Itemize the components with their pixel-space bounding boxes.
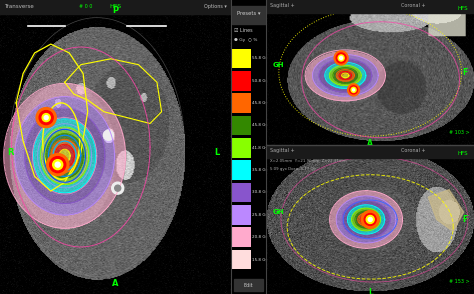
Text: 30.8 Gy: 30.8 Gy xyxy=(252,191,268,195)
Circle shape xyxy=(103,130,113,140)
Circle shape xyxy=(334,51,348,65)
Bar xyxy=(232,227,251,247)
Text: 25.8 Gy: 25.8 Gy xyxy=(252,213,268,217)
Bar xyxy=(266,0,474,13)
Bar xyxy=(266,145,474,158)
Text: Edit: Edit xyxy=(244,283,254,288)
Bar xyxy=(232,183,251,202)
Bar xyxy=(232,49,251,68)
Text: A: A xyxy=(367,139,373,148)
Bar xyxy=(231,6,265,24)
Text: HFS: HFS xyxy=(109,4,121,9)
Bar xyxy=(0,0,231,14)
Circle shape xyxy=(350,86,357,94)
Text: # 153 >: # 153 > xyxy=(449,279,470,284)
Bar xyxy=(232,250,251,269)
Text: GH: GH xyxy=(273,209,284,215)
Circle shape xyxy=(115,185,121,191)
Text: L: L xyxy=(368,288,373,294)
Circle shape xyxy=(46,154,69,176)
Circle shape xyxy=(50,157,66,173)
Text: ● Gy  ○ %: ● Gy ○ % xyxy=(234,38,257,42)
Text: L: L xyxy=(214,148,219,157)
Text: Sagittal +: Sagittal + xyxy=(270,148,295,153)
Text: 20.8 Gy: 20.8 Gy xyxy=(252,235,268,239)
Text: X=2.05mm  Y=21.96mm  Z=22.31mm: X=2.05mm Y=21.96mm Z=22.31mm xyxy=(270,159,347,163)
Circle shape xyxy=(347,84,360,96)
Circle shape xyxy=(336,53,346,63)
Circle shape xyxy=(364,213,376,225)
FancyBboxPatch shape xyxy=(428,7,466,36)
Text: 45.8 Gy: 45.8 Gy xyxy=(252,123,268,128)
Text: P: P xyxy=(112,6,118,15)
Circle shape xyxy=(366,216,374,223)
Circle shape xyxy=(53,160,63,170)
Circle shape xyxy=(353,89,355,91)
Text: Coronal +: Coronal + xyxy=(401,148,426,153)
Bar xyxy=(232,138,251,158)
Text: 15.8 Gy: 15.8 Gy xyxy=(252,258,268,262)
Text: Presets ▾: Presets ▾ xyxy=(237,11,260,16)
Text: 5.09 gyx Dose: 8.77 Gy: 5.09 gyx Dose: 8.77 Gy xyxy=(270,167,316,171)
Polygon shape xyxy=(428,190,464,231)
Text: GH: GH xyxy=(273,62,284,68)
Circle shape xyxy=(39,111,53,125)
Text: 35.8 Gy: 35.8 Gy xyxy=(252,168,268,172)
Text: 50.8 Gy: 50.8 Gy xyxy=(252,79,268,83)
Text: F: F xyxy=(463,215,468,224)
Circle shape xyxy=(351,87,356,92)
Circle shape xyxy=(112,182,124,194)
Text: Options ▾: Options ▾ xyxy=(204,4,227,9)
Text: # 0 0: # 0 0 xyxy=(79,4,92,9)
Circle shape xyxy=(55,162,60,167)
Text: # 103 >: # 103 > xyxy=(449,130,470,135)
Text: HFS: HFS xyxy=(457,6,468,11)
Bar xyxy=(232,116,251,135)
Circle shape xyxy=(340,56,343,59)
Text: A: A xyxy=(112,279,118,288)
Bar xyxy=(232,71,251,91)
Text: R: R xyxy=(7,148,13,157)
Text: 55.8 Gy: 55.8 Gy xyxy=(252,56,268,61)
Text: Sagittal +: Sagittal + xyxy=(270,3,295,8)
Bar xyxy=(232,160,251,180)
Circle shape xyxy=(44,116,48,120)
Bar xyxy=(232,93,251,113)
Text: Transverse: Transverse xyxy=(4,4,34,9)
Text: Coronal +: Coronal + xyxy=(401,3,426,8)
Circle shape xyxy=(338,55,344,61)
Circle shape xyxy=(36,108,56,128)
Bar xyxy=(234,279,263,291)
Text: HFS: HFS xyxy=(457,151,468,156)
Circle shape xyxy=(42,113,50,122)
Text: F: F xyxy=(463,68,468,77)
Text: ☑ Lines: ☑ Lines xyxy=(234,28,252,34)
Circle shape xyxy=(368,218,372,221)
Bar xyxy=(232,205,251,225)
Text: 45.8 Gy: 45.8 Gy xyxy=(252,101,268,105)
Text: 41.8 Gy: 41.8 Gy xyxy=(252,146,268,150)
Circle shape xyxy=(361,211,379,228)
